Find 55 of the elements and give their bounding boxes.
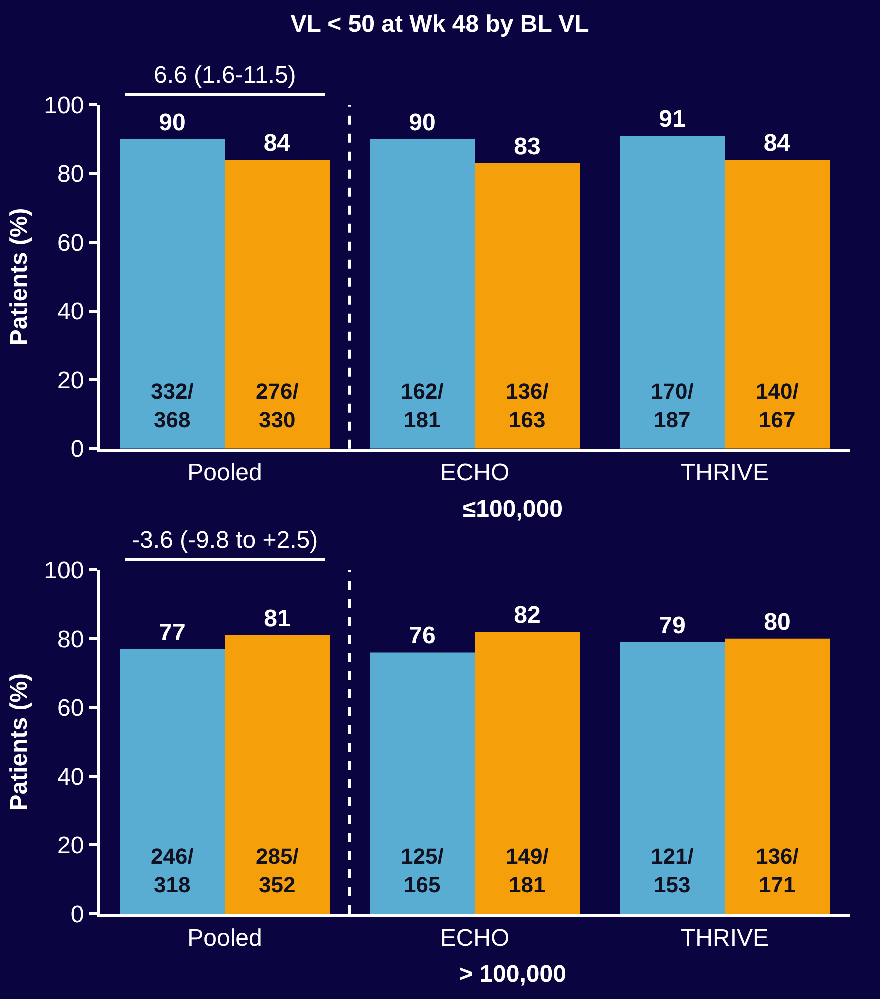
y-tick-label: 80 (57, 161, 84, 188)
x-tick-label: THRIVE (680, 460, 770, 487)
bar (620, 642, 725, 914)
data-label: 76 (409, 622, 436, 650)
data-label: 90 (159, 109, 186, 136)
annotation: 162/ 181 (401, 379, 444, 433)
annotation: 121/ 153 (651, 844, 694, 898)
data-label: 90 (409, 109, 436, 136)
annotation: 276/ 330 (256, 379, 299, 433)
y-tick-label: 20 (57, 832, 84, 860)
x-tick-label: ECHO (440, 924, 510, 952)
y-tick-label: 100 (44, 558, 84, 585)
annotation: 136/ 163 (506, 379, 549, 433)
y-tick-label: 60 (57, 230, 84, 257)
annotation: 332/ 368 (151, 379, 194, 433)
bar (120, 649, 225, 914)
data-label: 84 (264, 130, 292, 158)
y-tick-label: 40 (57, 298, 84, 326)
chart-title: VL < 50 at Wk 48 by BL VL (290, 10, 590, 38)
x-axis-title: > 100,000 (459, 961, 566, 988)
annotation: 136/ 171 (756, 844, 799, 898)
y-axis-title: Patients (%) (6, 673, 34, 811)
x-tick-label: Pooled (188, 460, 262, 487)
y-tick-label: 100 (44, 92, 84, 120)
annotation: 246/ 318 (151, 844, 194, 898)
y-tick-label: 20 (57, 367, 84, 394)
y-axis-title: Patients (%) (6, 208, 34, 346)
annotation: 125/ 165 (401, 844, 444, 898)
bar (725, 638, 830, 914)
y-tick-label: 80 (57, 626, 84, 654)
text: 6.6 (1.6-11.5) (154, 62, 296, 89)
data-label: 81 (264, 606, 291, 633)
y-tick-label: 40 (57, 764, 84, 791)
bar (370, 652, 475, 914)
data-label: 91 (659, 106, 686, 133)
annotation: 170/ 187 (651, 379, 694, 433)
data-label: 77 (159, 619, 186, 646)
x-tick-label: Pooled (188, 924, 262, 952)
text: -3.6 (-9.8 to +2.5) (132, 527, 318, 554)
data-label: 82 (514, 602, 541, 630)
y-tick-label: 0 (70, 901, 84, 928)
data-label: 84 (764, 130, 792, 158)
bar (475, 632, 580, 914)
x-tick-label: THRIVE (680, 924, 770, 952)
annotation: 140/ 167 (756, 379, 799, 433)
data-label: 83 (514, 133, 541, 160)
annotation: 285/ 352 (256, 844, 299, 898)
data-label: 79 (659, 612, 686, 640)
bar (225, 636, 330, 914)
y-tick-label: 60 (57, 695, 84, 722)
y-tick-label: 0 (70, 436, 84, 464)
annotation: 149/ 181 (506, 844, 549, 898)
data-label: 80 (764, 608, 791, 636)
x-axis-title: ≤100,000 (463, 496, 563, 523)
x-tick-label: ECHO (440, 460, 510, 487)
